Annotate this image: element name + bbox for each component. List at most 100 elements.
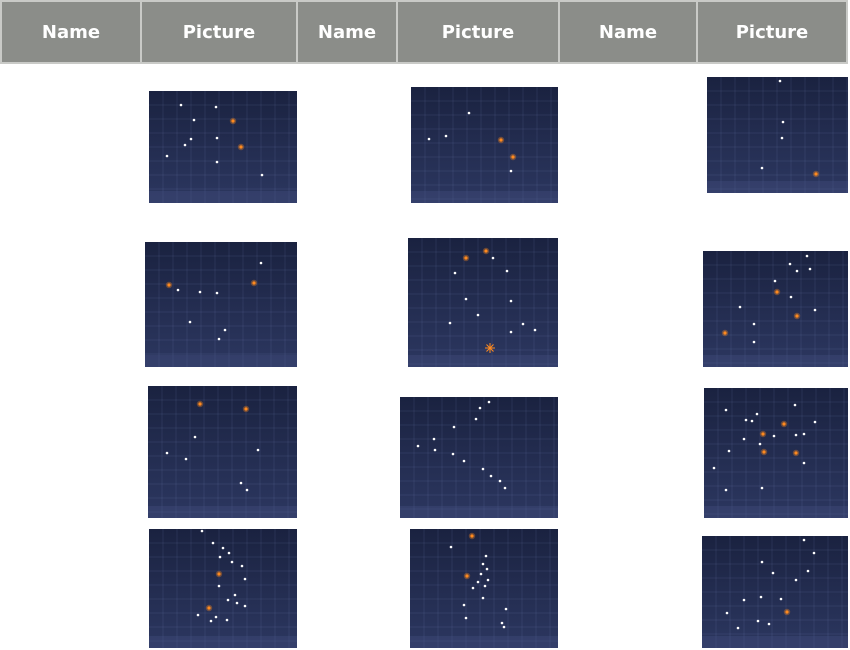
white-star <box>471 586 475 590</box>
white-star <box>476 313 480 317</box>
orange-star <box>198 402 202 406</box>
white-star <box>487 400 491 404</box>
white-star <box>481 562 485 566</box>
white-star <box>196 613 200 617</box>
star-field <box>410 529 558 648</box>
white-star <box>752 322 756 326</box>
white-star <box>503 486 507 490</box>
orange-star <box>775 290 779 294</box>
white-star <box>184 457 188 461</box>
white-star <box>489 474 493 478</box>
constellation-image <box>704 388 848 518</box>
white-star <box>259 261 263 265</box>
white-star <box>795 269 799 273</box>
constellation-image <box>707 77 848 193</box>
sky-background <box>704 388 848 518</box>
orange-star <box>167 283 171 287</box>
header-name-1: Name <box>0 0 142 64</box>
white-star <box>235 601 239 605</box>
orange-star <box>499 138 503 142</box>
white-star <box>802 461 806 465</box>
white-star <box>760 560 764 564</box>
white-star <box>179 103 183 107</box>
white-star <box>486 578 490 582</box>
star-field <box>408 238 558 367</box>
sky-background <box>148 386 297 518</box>
white-star <box>243 604 247 608</box>
sky-background <box>411 87 558 203</box>
white-star <box>802 538 806 542</box>
white-star <box>483 584 487 588</box>
white-star <box>227 551 231 555</box>
star-field <box>148 386 297 518</box>
constellation-image <box>145 242 297 367</box>
white-star <box>448 321 452 325</box>
white-star <box>462 603 466 607</box>
orange-star <box>470 534 474 538</box>
orange-star <box>252 281 256 285</box>
white-star <box>233 593 237 597</box>
sky-background <box>707 77 848 193</box>
white-star <box>225 618 229 622</box>
star-field <box>704 388 848 518</box>
white-star <box>239 481 243 485</box>
white-star <box>533 328 537 332</box>
white-star <box>243 577 247 581</box>
white-star <box>725 611 729 615</box>
constellation-image <box>400 397 558 518</box>
white-star <box>256 448 260 452</box>
sky-background <box>408 238 558 367</box>
white-star <box>509 169 513 173</box>
white-star <box>432 437 436 441</box>
constellation-image <box>411 87 558 203</box>
star-field <box>149 91 297 203</box>
white-star <box>780 136 784 140</box>
orange-star <box>795 314 799 318</box>
white-star <box>226 598 230 602</box>
white-star <box>509 330 513 334</box>
constellation-image <box>408 238 558 367</box>
white-star <box>485 567 489 571</box>
white-star <box>476 580 480 584</box>
horizon-band <box>702 636 848 648</box>
orange-star <box>723 331 727 335</box>
white-star <box>742 437 746 441</box>
white-star <box>521 322 525 326</box>
constellation-image <box>702 536 848 648</box>
orange-star <box>484 249 488 253</box>
constellation-image <box>149 91 297 203</box>
header-picture-3: Picture <box>698 0 848 64</box>
white-star <box>245 488 249 492</box>
white-star <box>198 290 202 294</box>
orange-star <box>465 574 469 578</box>
white-star <box>433 448 437 452</box>
white-star <box>712 466 716 470</box>
white-star <box>416 444 420 448</box>
horizon-band <box>148 506 297 518</box>
white-star <box>444 134 448 138</box>
white-star <box>498 479 502 483</box>
constellation-image <box>149 529 297 648</box>
header-picture-2: Picture <box>398 0 560 64</box>
white-star <box>742 598 746 602</box>
orange-star <box>464 256 468 260</box>
sky-background <box>703 251 848 367</box>
white-star <box>484 554 488 558</box>
star-field <box>703 251 848 367</box>
star-field <box>702 536 848 648</box>
constellation-image <box>148 386 297 518</box>
orange-star <box>762 450 766 454</box>
white-star <box>462 459 466 463</box>
white-star <box>467 111 471 115</box>
horizon-band <box>707 181 848 193</box>
white-star <box>215 291 219 295</box>
bright-star <box>485 343 495 353</box>
header-name-3: Name <box>560 0 698 64</box>
star-field <box>707 77 848 193</box>
white-star <box>223 328 227 332</box>
white-star <box>217 337 221 341</box>
white-star <box>778 79 782 83</box>
white-star <box>478 406 482 410</box>
white-star <box>758 442 762 446</box>
